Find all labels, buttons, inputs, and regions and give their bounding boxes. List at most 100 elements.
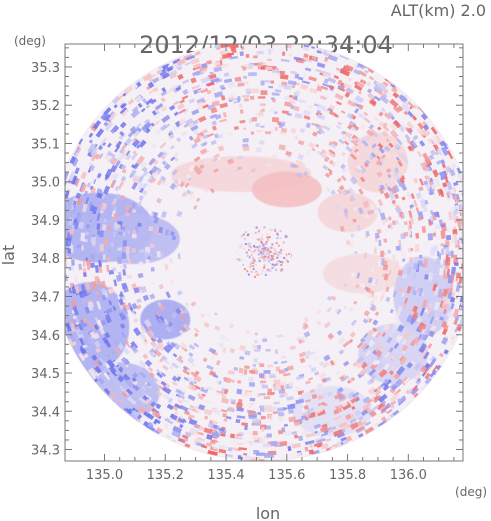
echo-speckle (208, 347, 217, 354)
echo-speckle (141, 323, 150, 332)
echo-speckle (112, 226, 116, 235)
echo-speckle (371, 327, 378, 333)
clutter-dot (264, 258, 267, 261)
echo-speckle (230, 379, 235, 383)
echo-speckle (90, 372, 97, 380)
echo-speckle (440, 292, 444, 298)
clutter-dot (247, 242, 250, 245)
echo-speckle (289, 162, 296, 169)
echo-speckle (308, 449, 315, 455)
echo-speckle (199, 65, 209, 72)
echo-speckle (472, 218, 478, 226)
echo-speckle (156, 317, 162, 325)
echo-speckle (210, 107, 218, 114)
echo-speckle (288, 416, 297, 423)
clutter-dot (276, 237, 279, 240)
echo-speckle (253, 55, 258, 59)
clutter-dot (257, 249, 260, 252)
echo-speckle (118, 298, 124, 306)
echo-speckle (108, 239, 114, 243)
echo-speckle (439, 316, 445, 321)
echo-speckle (203, 408, 213, 416)
echo-speckle (295, 171, 303, 179)
echo-speckle (212, 157, 219, 162)
echo-speckle (225, 415, 232, 420)
echo-speckle (222, 413, 227, 418)
echo-speckle (398, 287, 404, 292)
echo-speckle (102, 142, 106, 146)
echo-speckle (265, 66, 273, 70)
echo-speckle (283, 423, 288, 427)
echo-speckle (375, 81, 380, 86)
echo-speckle (93, 340, 101, 349)
echo-speckle (105, 368, 111, 374)
echo-speckle (102, 254, 106, 261)
echo-speckle (219, 84, 225, 89)
echo-speckle (153, 120, 161, 126)
echo-speckle (135, 304, 142, 310)
echo-speckle (130, 152, 139, 161)
echo-speckle (137, 273, 144, 279)
echo-speckle (465, 292, 468, 297)
echo-speckle (179, 86, 186, 92)
echo-speckle (256, 452, 265, 456)
clutter-dot (256, 246, 259, 249)
echo-speckle (73, 274, 79, 284)
clutter-dot (269, 258, 272, 261)
echo-speckle (98, 259, 102, 266)
echo-speckle (119, 107, 128, 115)
echo-speckle (131, 105, 139, 113)
echo-speckle (176, 136, 182, 143)
echo-speckle (305, 149, 312, 156)
echo-speckle (338, 138, 345, 145)
echo-speckle (450, 266, 456, 275)
echo-speckle (171, 362, 179, 369)
echo-speckle (243, 75, 247, 80)
echo-speckle (172, 398, 181, 406)
echo-speckle (294, 73, 300, 79)
echo-speckle (344, 64, 354, 72)
echo-speckle (158, 226, 164, 234)
echo-speckle (363, 117, 371, 124)
echo-speckle (152, 188, 158, 193)
clutter-dot (267, 227, 270, 230)
echo-speckle (235, 418, 241, 424)
echo-speckle (252, 431, 258, 436)
echo-speckle (434, 177, 441, 187)
echo-speckle (389, 98, 399, 108)
echo-speckle (374, 95, 381, 102)
clutter-dot (279, 255, 282, 258)
echo-speckle (181, 434, 189, 440)
echo-speckle (55, 244, 58, 250)
y-ticks: 34.334.434.534.634.734.834.935.035.135.2… (31, 47, 463, 459)
x-tick-label: 135.8 (329, 468, 366, 483)
echo-speckle (124, 137, 133, 146)
echo-speckle (151, 77, 160, 84)
echo-speckle (279, 70, 285, 75)
echo-speckle (120, 102, 127, 109)
echo-speckle (188, 418, 198, 426)
echo-region (251, 171, 322, 208)
echo-speckle (182, 89, 189, 96)
echo-speckle (106, 354, 111, 359)
echo-speckle (104, 174, 110, 180)
echo-speckle (362, 64, 367, 69)
echo-speckle (206, 66, 215, 71)
echo-speckle (311, 147, 316, 152)
echo-speckle (381, 405, 390, 413)
echo-speckle (388, 216, 392, 221)
echo-speckle (80, 284, 86, 294)
echo-speckle (321, 423, 328, 429)
echo-speckle (393, 312, 401, 321)
clutter-dot (278, 251, 281, 254)
echo-speckle (230, 437, 237, 443)
echo-speckle (267, 388, 273, 393)
echo-speckle (346, 112, 354, 120)
echo-speckle (445, 235, 452, 241)
echo-speckle (259, 363, 265, 368)
y-tick-label: 35.1 (31, 137, 60, 152)
echo-speckle (177, 73, 184, 80)
echo-speckle (108, 350, 114, 357)
echo-speckle (411, 384, 419, 392)
clutter-dot (270, 246, 273, 249)
